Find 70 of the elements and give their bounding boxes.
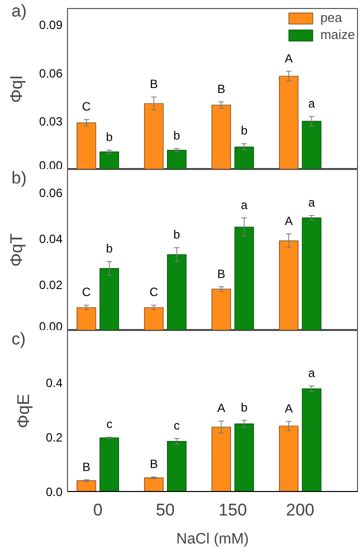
y-tick-label: 0.03 [39, 114, 63, 129]
chart-title: c) [12, 330, 26, 348]
data-label: C [82, 100, 92, 114]
bar [167, 254, 186, 330]
y-tick-label: 0.0 [46, 485, 63, 499]
bar [302, 218, 322, 330]
data-label: b [106, 242, 113, 256]
data-label: A [284, 214, 293, 228]
y-axis-title: ΦqE [14, 394, 33, 428]
x-tick-label: 150 [218, 500, 247, 520]
data-label: B [82, 460, 90, 474]
bar [302, 120, 322, 169]
y-axis-title: ΦqT [7, 233, 26, 267]
data-label: b [240, 124, 248, 138]
data-label: a [308, 366, 316, 380]
y-tick-label: 0.04 [39, 232, 63, 246]
y-tick-label: 0.2 [46, 430, 63, 444]
x-tick-label: 50 [156, 500, 175, 520]
x-tick-label: 0 [93, 500, 103, 520]
data-label: a [240, 198, 248, 212]
data-label: B [217, 82, 226, 96]
data-label: C [82, 285, 92, 300]
bar [234, 226, 254, 330]
data-label: A [217, 401, 226, 416]
data-label: b [173, 228, 180, 242]
data-label: a [308, 96, 316, 110]
bar [76, 480, 96, 492]
bar [212, 288, 232, 330]
bar [76, 307, 96, 330]
y-tick-label: 0.02 [39, 278, 63, 292]
x-tick-label: 200 [286, 500, 314, 520]
bar [234, 424, 254, 492]
data-label: b [173, 128, 180, 143]
y-axis-title: ΦqI [7, 75, 26, 103]
bar [302, 388, 322, 492]
data-label: B [150, 457, 158, 472]
data-label: C [149, 285, 158, 300]
data-label: A [284, 51, 293, 66]
data-label: b [240, 400, 248, 414]
y-tick-label: 0.4 [46, 376, 63, 390]
bar [144, 478, 164, 492]
y-tick-label: 0.09 [39, 18, 63, 32]
x-axis-title: NaCl (mM) [176, 530, 249, 548]
data-label: c [174, 418, 180, 433]
data-label: B [150, 77, 158, 92]
bar [278, 240, 298, 330]
bar [100, 268, 120, 330]
data-label: a [308, 196, 316, 210]
bar [144, 307, 164, 330]
bar [167, 440, 186, 492]
bar [212, 104, 232, 169]
bar [278, 426, 298, 492]
legend-label: pea [320, 10, 342, 25]
bar [212, 426, 232, 492]
chart-title: b) [12, 168, 27, 188]
bar [100, 151, 120, 169]
bar [76, 122, 96, 169]
chart-title: a) [12, 2, 27, 20]
data-label: B [217, 266, 226, 281]
bar [144, 103, 164, 169]
bar [100, 437, 120, 492]
data-label: A [284, 401, 293, 416]
data-label: b [106, 130, 113, 144]
y-tick-label: 0.06 [39, 186, 63, 200]
bar [278, 76, 298, 169]
bar [167, 150, 186, 169]
y-tick-label: 0.06 [39, 66, 63, 80]
data-label: c [106, 417, 112, 432]
legend-label: maize [320, 27, 355, 42]
bar [234, 146, 254, 169]
